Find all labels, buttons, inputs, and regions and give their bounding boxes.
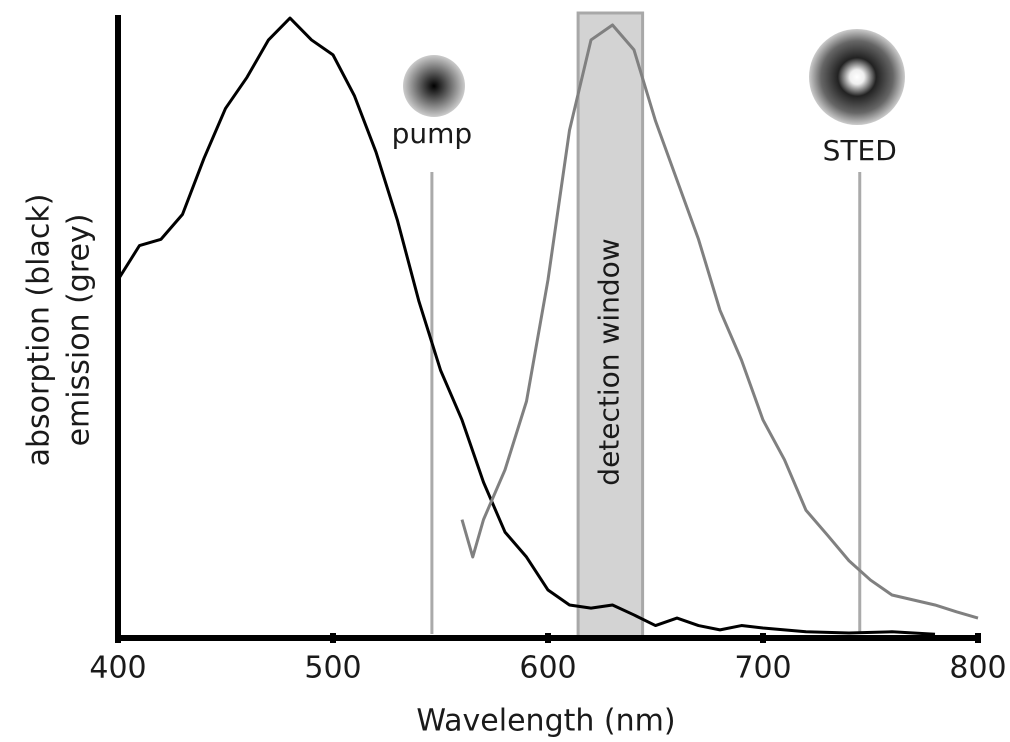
y-axis-label: absorption (black): [22, 194, 57, 467]
x-tick-label: 600: [519, 651, 576, 686]
detection-window-label: detection window: [592, 238, 625, 485]
series-line: [460, 23, 979, 620]
x-tick-label: 500: [304, 651, 361, 686]
pump-icon: [403, 55, 465, 117]
annotation-label: STED: [823, 134, 897, 167]
x-tick-label: 800: [949, 651, 1006, 686]
detection-window: [576, 11, 645, 640]
series-line: [116, 16, 936, 636]
x-tick-label: 700: [734, 651, 791, 686]
x-axis-label: Wavelength (nm): [416, 704, 675, 739]
y-axis-label: emission (grey): [62, 214, 97, 447]
x-tick-label: 400: [89, 651, 146, 686]
annotation-label: pump: [392, 117, 473, 150]
detection-window-group: detection window: [576, 11, 645, 640]
sted-icon: [809, 29, 905, 125]
